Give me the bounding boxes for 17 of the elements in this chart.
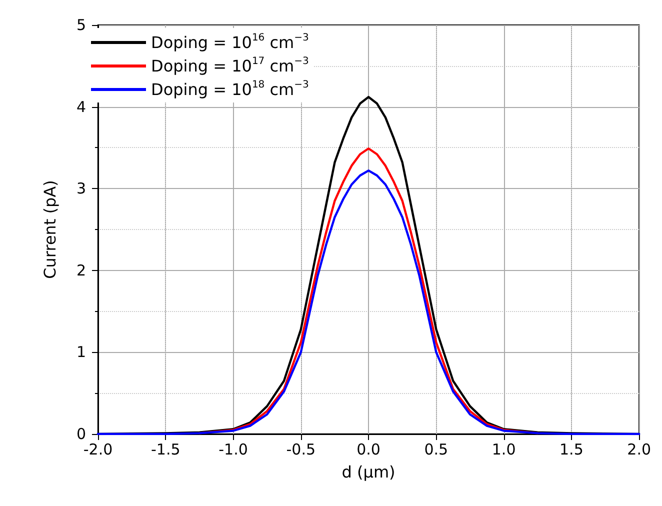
x-tick-label: 1.0 [492, 440, 516, 458]
x-tick-label: 1.5 [560, 440, 584, 458]
y-axis-title: Current (pA) [40, 180, 60, 279]
x-axis-title: d (μm) [342, 462, 396, 482]
y-tick-label: 3 [76, 180, 86, 198]
y-tick-label: 0 [76, 425, 86, 443]
y-tick-label: 1 [76, 343, 86, 362]
x-tick-label: 0.0 [356, 440, 380, 458]
y-tick-label: 4 [76, 98, 86, 116]
y-tick-label: 5 [76, 16, 86, 34]
x-tick-label: 2.0 [627, 440, 651, 458]
x-tick-label: -1.0 [218, 440, 248, 458]
x-tick-label: -1.5 [150, 440, 180, 458]
x-tick-label: 0.5 [424, 440, 448, 458]
x-tick-label: -0.5 [286, 440, 316, 458]
x-tick-label: -2.0 [83, 440, 113, 458]
y-tick-label: 2 [76, 261, 86, 280]
